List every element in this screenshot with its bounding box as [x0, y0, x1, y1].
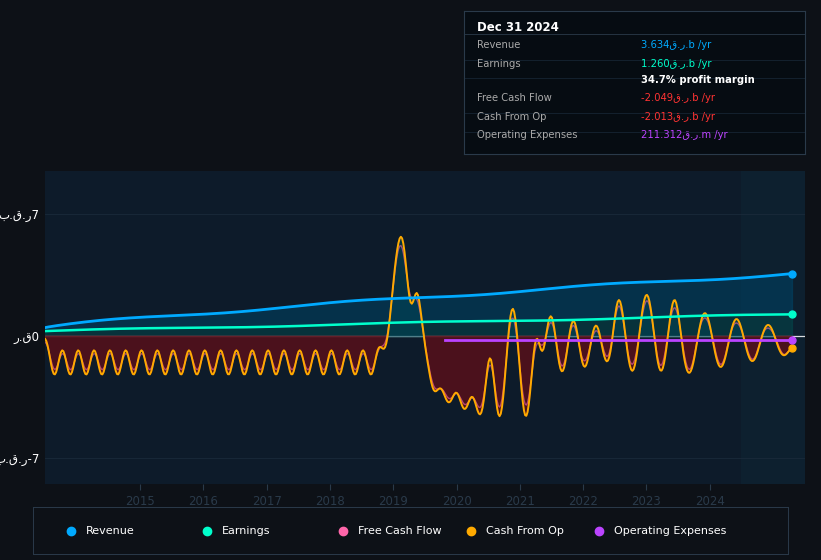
- Text: Cash From Op: Cash From Op: [486, 526, 564, 535]
- Text: Earnings: Earnings: [478, 59, 521, 69]
- Text: -2.013ق.ر.b /yr: -2.013ق.ر.b /yr: [641, 112, 715, 122]
- Text: 34.7% profit margin: 34.7% profit margin: [641, 74, 754, 85]
- Text: Revenue: Revenue: [478, 40, 521, 50]
- Text: 3.634ق.ر.b /yr: 3.634ق.ر.b /yr: [641, 40, 711, 50]
- Text: 1.260ق.ر.b /yr: 1.260ق.ر.b /yr: [641, 59, 712, 69]
- Text: Free Cash Flow: Free Cash Flow: [358, 526, 441, 535]
- Text: Cash From Op: Cash From Op: [478, 112, 547, 122]
- Text: Operating Expenses: Operating Expenses: [478, 130, 578, 141]
- Text: Earnings: Earnings: [222, 526, 270, 535]
- Text: Operating Expenses: Operating Expenses: [614, 526, 727, 535]
- Text: -2.049ق.ر.b /yr: -2.049ق.ر.b /yr: [641, 94, 715, 103]
- Text: Free Cash Flow: Free Cash Flow: [478, 94, 553, 103]
- Text: Revenue: Revenue: [85, 526, 135, 535]
- Text: 211.312ق.ر.m /yr: 211.312ق.ر.m /yr: [641, 130, 727, 141]
- Text: Dec 31 2024: Dec 31 2024: [478, 21, 559, 34]
- Bar: [741, 171, 805, 484]
